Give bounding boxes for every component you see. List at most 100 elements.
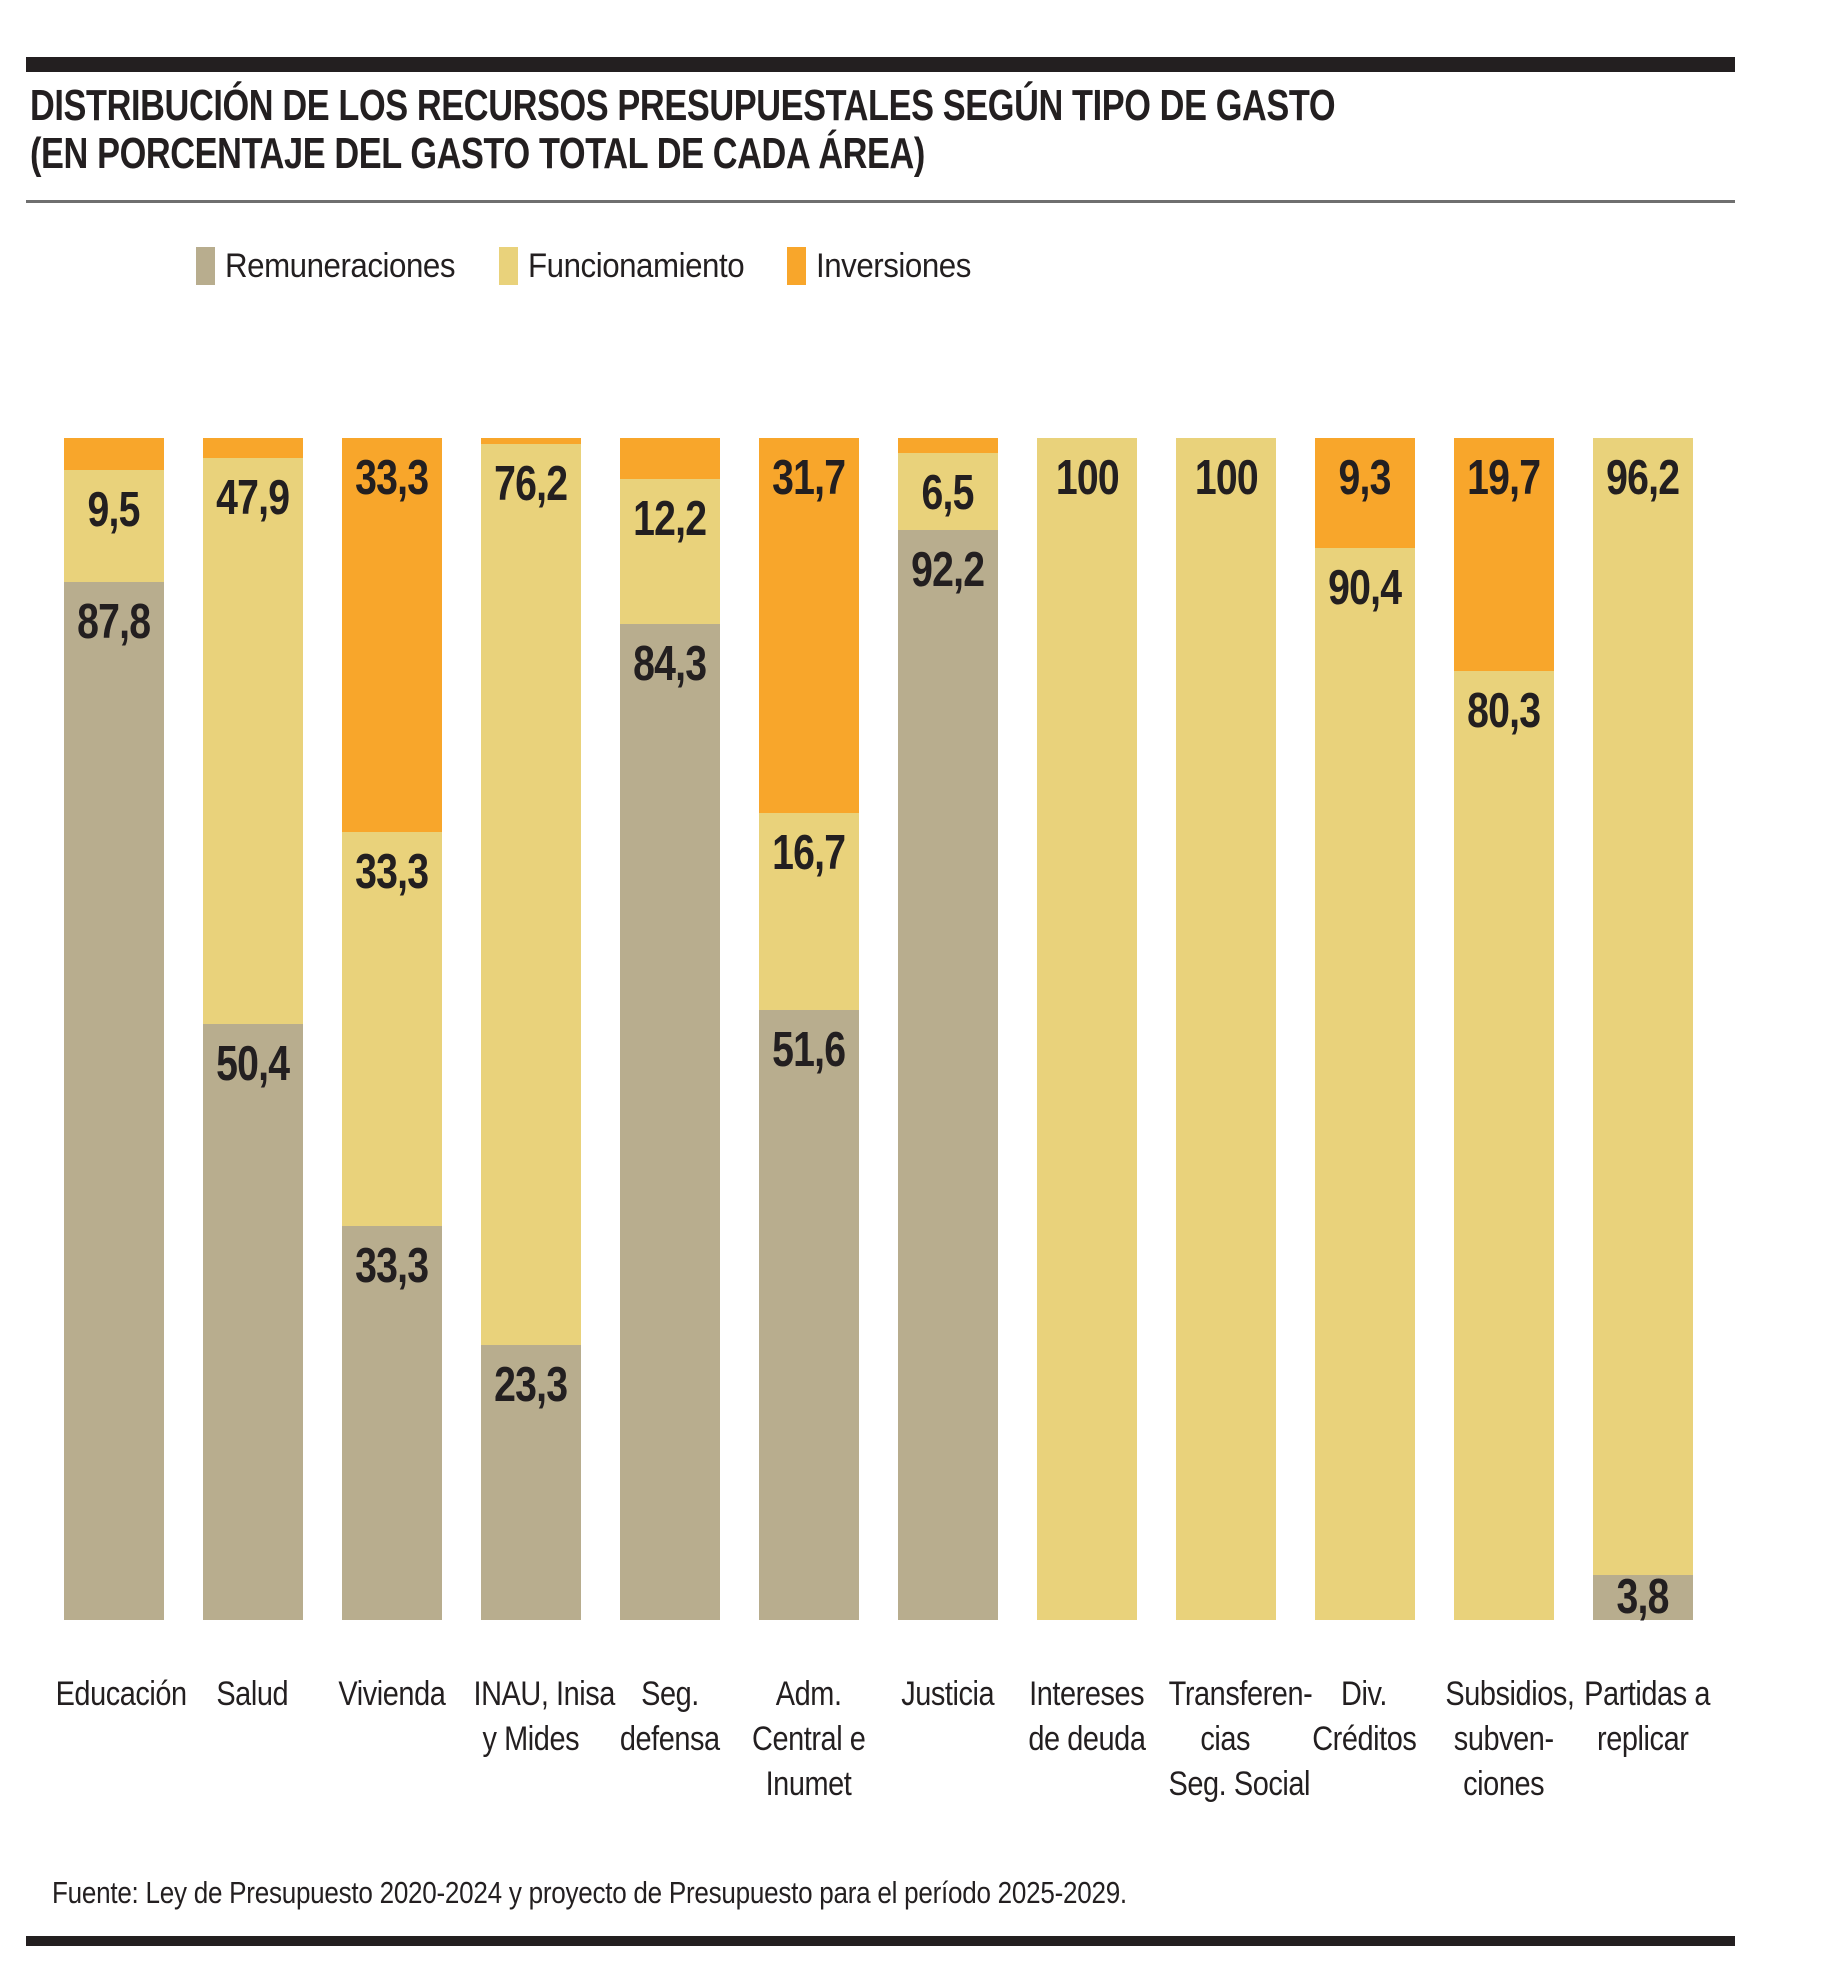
category-label: Intereses de deuda — [1017, 1672, 1156, 1807]
value-label: 87,8 — [77, 595, 151, 650]
bar-segment-funcionamiento: 47,9 — [203, 458, 303, 1025]
bar-segment-funcionamiento: 33,3 — [342, 832, 442, 1226]
category-label-text: Inumet — [765, 1765, 852, 1803]
category-label: Adm. Central e Inumet — [739, 1672, 878, 1807]
value-label: 100 — [1055, 451, 1119, 505]
bar-segment-inversiones: 19,7 — [1454, 438, 1554, 671]
bar-segment-funcionamiento: 80,3 — [1454, 670, 1554, 1620]
category-label-text: Adm. — [775, 1675, 842, 1713]
category-label-line: INAU, Inisa — [461, 1672, 615, 1717]
category-label-text: ciones — [1463, 1765, 1544, 1803]
value-label: 84,3 — [633, 636, 707, 691]
category-label-line: Salud — [183, 1672, 322, 1717]
source-note: Fuente: Ley de Presupuesto 2020-2024 y p… — [52, 1875, 1127, 1910]
bar-segment-inversiones: 31,7 — [759, 438, 859, 813]
value-label: 3,8 — [1616, 1570, 1670, 1625]
value-label: 23,3 — [494, 1357, 568, 1412]
category-label: Div. Créditos — [1295, 1672, 1434, 1807]
category-label-line: Central e — [739, 1717, 878, 1762]
title-divider — [26, 200, 1735, 203]
bar-column: 100 — [1037, 438, 1137, 1620]
bar-segment-remuneraciones: 23,3 — [481, 1344, 581, 1620]
value-label: 33,3 — [355, 845, 429, 899]
bar-column: 9,5 87,8 — [64, 438, 164, 1620]
category-label-line: de deuda — [1017, 1717, 1156, 1762]
category-label-text: INAU, Inisa — [473, 1675, 615, 1713]
bar-segment-funcionamiento: 9,5 — [64, 469, 164, 583]
value-label: 9,3 — [1338, 451, 1392, 505]
legend: Remuneraciones Funcionamiento Inversiones — [196, 247, 984, 285]
value-label: 9,5 — [87, 482, 141, 537]
category-label-line: defensa — [600, 1717, 739, 1762]
category-label-line: y Mides — [461, 1717, 600, 1762]
bar-segment-funcionamiento: 76,2 — [481, 443, 581, 1345]
category-label-text: Seg. Social — [1168, 1765, 1311, 1803]
category-label-text: Central e — [751, 1720, 866, 1758]
category-label: Educación — [44, 1672, 188, 1807]
category-label-text: Seg. — [640, 1675, 699, 1713]
category-label-line: Educación — [44, 1672, 188, 1717]
chart-title: DISTRIBUCIÓN DE LOS RECURSOS PRESUPUESTA… — [30, 82, 1703, 178]
category-label-text: defensa — [619, 1720, 720, 1758]
category-label-text: Partidas a — [1584, 1675, 1710, 1713]
category-label-text: Educación — [55, 1675, 188, 1713]
category-label: Salud — [183, 1672, 322, 1807]
value-label: 12,2 — [633, 492, 707, 547]
category-label: Partidas a replicar — [1573, 1672, 1712, 1807]
bar-column: 100 — [1176, 438, 1276, 1620]
category-label: Transferen-cias Seg. Social — [1156, 1672, 1312, 1807]
bar-segment-inversiones: 33,3 — [342, 438, 442, 832]
value-label: 31,7 — [772, 451, 846, 505]
bar-column: 96,2 3,8 — [1593, 438, 1693, 1625]
title-line-2: (EN PORCENTAJE DEL GASTO TOTAL DE CADA Á… — [30, 129, 925, 178]
category-label-text: Subsidios, — [1445, 1675, 1575, 1713]
value-label: 16,7 — [772, 825, 846, 880]
category-label-text: Div. — [1341, 1675, 1388, 1713]
bar-segment-remuneraciones: 92,2 — [898, 530, 998, 1620]
value-label: 6,5 — [921, 466, 975, 521]
bar-segment-funcionamiento: 16,7 — [759, 812, 859, 1011]
category-label-text: replicar — [1596, 1720, 1689, 1758]
category-label-line: Vivienda — [322, 1672, 461, 1717]
category-label-line: Adm. — [739, 1672, 878, 1717]
category-label-line: Créditos — [1295, 1717, 1434, 1762]
top-rule — [26, 57, 1735, 72]
category-label-text: subven- — [1453, 1720, 1554, 1758]
category-label-line: Div. — [1295, 1672, 1434, 1717]
category-label-text: Transferen- — [1168, 1675, 1313, 1713]
bar-segment-funcionamiento: 90,4 — [1315, 548, 1415, 1620]
bar-segment-inversiones — [64, 438, 164, 470]
bar-segment-inversiones — [620, 438, 720, 480]
bar-segment-funcionamiento: 12,2 — [620, 479, 720, 624]
bar-segment-funcionamiento: 96,2 — [1593, 438, 1693, 1576]
bar-segment-remuneraciones: 50,4 — [203, 1024, 303, 1620]
category-label-text: Salud — [216, 1675, 289, 1713]
value-label: 100 — [1194, 451, 1258, 505]
legend-label: Inversiones — [815, 247, 971, 285]
category-label-line: ciones — [1434, 1762, 1573, 1807]
bottom-rule — [26, 1936, 1735, 1946]
category-label-text: Justicia — [901, 1675, 994, 1713]
legend-item-remuneraciones: Remuneraciones — [196, 247, 475, 285]
value-label: 80,3 — [1467, 683, 1541, 738]
bar-segment-inversiones — [898, 438, 998, 454]
value-label: 33,3 — [355, 1239, 429, 1293]
bar-column: 6,5 92,2 — [898, 438, 998, 1620]
legend-label: Remuneraciones — [225, 247, 456, 285]
value-label: 33,3 — [355, 451, 429, 505]
category-label-line: cias — [1156, 1717, 1295, 1762]
bar-column: 19,7 80,3 — [1454, 438, 1554, 1620]
value-label: 92,2 — [911, 543, 985, 598]
category-label: INAU, Inisa y Mides — [461, 1672, 615, 1807]
category-label: Subsidios, subven-ciones — [1434, 1672, 1575, 1807]
value-label: 47,9 — [216, 471, 290, 526]
category-label-line: Seg. Social — [1156, 1762, 1310, 1807]
category-labels: Educación Salud Vivienda INAU, Inisa y Mides… — [44, 1672, 1712, 1807]
category-label-line: Subsidios, — [1434, 1672, 1575, 1717]
bar-segment-inversiones — [203, 438, 303, 459]
bar-column: 76,2 23,3 — [481, 438, 581, 1620]
category-label-text: Intereses — [1028, 1675, 1145, 1713]
bar-segment-remuneraciones: 84,3 — [620, 623, 720, 1620]
bar-column: 31,7 16,7 51,6 — [759, 438, 859, 1620]
category-label-line: Intereses — [1017, 1672, 1156, 1717]
